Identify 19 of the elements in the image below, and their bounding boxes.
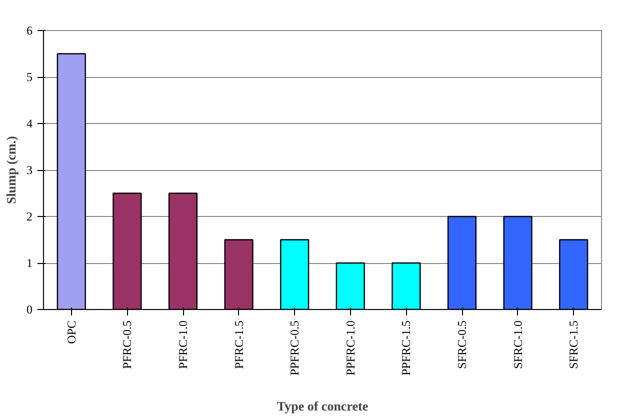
x-tick-label: PPFRC-1.0 bbox=[343, 320, 358, 376]
x-tick-label: PPFRC-0.5 bbox=[288, 320, 302, 376]
y-tick-label: 2 bbox=[26, 210, 32, 224]
y-tick-label: 3 bbox=[26, 163, 32, 177]
x-tick-label: PFRC-0.5 bbox=[120, 320, 134, 369]
y-tick-label: 0 bbox=[26, 302, 32, 316]
x-tick-label: PPFRC-1.5 bbox=[399, 320, 414, 376]
x-tick-label: SFRC-1.5 bbox=[566, 320, 581, 369]
y-tick-label: 6 bbox=[26, 24, 32, 38]
y-tick-label: 4 bbox=[26, 116, 32, 130]
x-tick-label: PFRC-1.5 bbox=[232, 320, 246, 369]
x-tick-label: OPC bbox=[64, 320, 78, 344]
x-tick-label: SFRC-0.5 bbox=[455, 320, 469, 369]
y-tick-label: 1 bbox=[26, 256, 32, 270]
x-tick-label: SFRC-1.0 bbox=[510, 320, 525, 369]
y-tick-label: 5 bbox=[26, 70, 32, 84]
x-axis-title: Type of concrete bbox=[276, 398, 368, 414]
y-axis-title: Slump (cm.) bbox=[4, 136, 18, 204]
x-tick-label: PFRC-1.0 bbox=[176, 320, 190, 369]
